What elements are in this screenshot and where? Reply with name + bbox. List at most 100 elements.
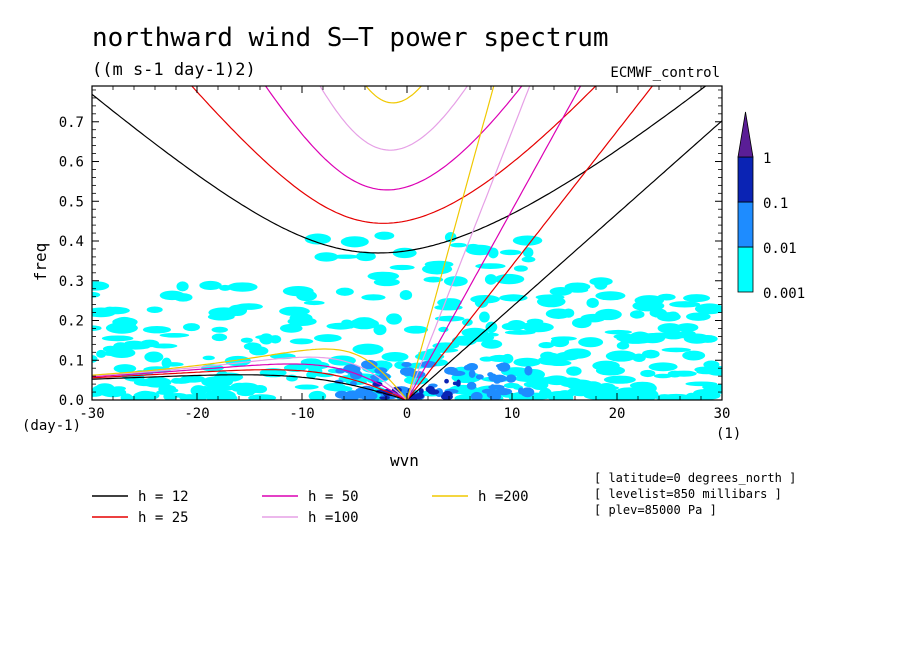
contour-blob-0.001	[513, 357, 541, 367]
contour-blob-0.001	[488, 354, 511, 363]
contour-blob-0.001	[92, 355, 98, 363]
contour-blob-0.001	[643, 350, 657, 358]
ig-curve-h50	[264, 86, 523, 191]
x-tick-label: -20	[184, 406, 209, 422]
contour-blob-0.001	[211, 333, 228, 342]
contour-blob-0.001	[374, 231, 395, 240]
contour-blob-0.001	[349, 318, 379, 330]
contour-blob-0.001	[326, 322, 355, 330]
contour-blob-0.001	[437, 298, 462, 307]
contour-blob-0.001	[279, 323, 303, 333]
contour-blob-0.001	[289, 313, 313, 324]
contour-blob-0.001	[653, 373, 673, 379]
contour-blob-0.001	[248, 394, 277, 400]
y-tick-label: 0.2	[59, 314, 84, 330]
contour-blob-0.001	[303, 300, 325, 306]
contour-blob-0.001	[521, 256, 536, 263]
contour-blob-0.001	[580, 313, 606, 323]
kelvin-curve-h12	[406, 120, 722, 400]
contour-blob-0.001	[101, 335, 134, 342]
contour-blob-0.001	[481, 339, 503, 349]
kelvin-curve-h50	[406, 86, 582, 400]
contour-blob-0.001	[230, 382, 249, 392]
contour-blob-0.001	[308, 390, 327, 400]
contour-blob-0.001	[616, 341, 630, 350]
contour-blob-0.001	[685, 392, 698, 400]
contour-blob-0.001	[259, 333, 274, 345]
contour-blob-0.001	[649, 308, 667, 318]
contour-blob-0.001	[146, 306, 163, 313]
contour-blob-0.001	[211, 326, 228, 333]
x-tick-label: 10	[504, 406, 521, 422]
contour-blob-0.001	[563, 348, 592, 359]
contour-blob-0.001	[167, 392, 187, 398]
contour-blob-0.001	[142, 326, 171, 334]
legend-label-h12: h = 12	[138, 489, 189, 505]
contour-blob-0.001	[199, 280, 222, 291]
contour-blob-0.001	[179, 375, 206, 383]
contour-blob-0.001	[386, 313, 402, 325]
axis-ticks: -30 -20 -10 0 10 20 30 0.0 0.1 0.2 0.3 0.4 0.5 0.6 0.7	[59, 86, 730, 422]
contour-blob-0.001	[550, 336, 577, 341]
contour-blob-0.001	[432, 342, 460, 350]
contour-blob-0.001	[214, 372, 244, 382]
contour-blob-0.001	[564, 282, 591, 292]
contour-blob-0.001	[644, 296, 662, 305]
contour-blob-0.001	[207, 313, 235, 321]
annotation-plev: [ plev=85000 Pa ]	[594, 503, 717, 517]
x-tick-label: -10	[289, 406, 314, 422]
contour-blob-0.1	[414, 393, 424, 400]
legend-label-h25: h = 25	[138, 510, 189, 526]
contour-blob-0.001	[499, 294, 528, 302]
contour-blob-0.001	[190, 385, 207, 397]
y-tick-label: 0.6	[59, 155, 84, 171]
contour-blob-0.001	[494, 273, 525, 285]
contour-blob-0.1	[418, 388, 424, 394]
contour-blob-0.001	[92, 325, 102, 332]
contour-blob-0.001	[304, 233, 331, 245]
contour-blob-0.001	[669, 301, 701, 308]
contour-blob-0.001	[595, 291, 626, 301]
contour-blob-0.001	[522, 247, 534, 258]
contour-blob-0.001	[450, 242, 467, 248]
legend-label-h50: h = 50	[308, 489, 359, 505]
contour-blob-0.001	[697, 334, 718, 343]
contour-blob-0.001	[586, 297, 599, 308]
legend: h = 12 h = 25 h = 50 h =100 h =200	[92, 489, 529, 526]
contour-blob-0.001	[629, 381, 655, 390]
kelvin-curve-h200	[406, 86, 495, 400]
contour-blob-0.01	[466, 381, 477, 390]
contour-blob-0.001	[162, 362, 184, 367]
contour-blob-0.01	[524, 365, 533, 376]
contour-blob-0.001	[512, 235, 543, 246]
contour-blob-0.01	[468, 369, 476, 378]
contour-blob-0.001	[661, 347, 692, 353]
rossby-curve-h25	[92, 369, 408, 400]
contour-blob-0.01	[419, 360, 437, 368]
contour-blob-0.001	[667, 370, 682, 378]
contour-blob-0.001	[282, 285, 314, 297]
contour-blob-0.001	[485, 321, 498, 333]
contour-blob-0.01	[466, 363, 478, 371]
y-tick-label: 0.1	[59, 353, 84, 369]
contour-blob-0.001	[434, 315, 465, 322]
contour-blob-0.001	[144, 351, 164, 363]
contour-blob-0.001	[96, 349, 107, 358]
contour-blob-0.01	[517, 387, 524, 395]
contour-blob-0.001	[314, 252, 339, 262]
contour-blob-0.001	[92, 281, 110, 291]
contour-blob-0.001	[226, 394, 238, 400]
contour-blob-0.001	[501, 322, 519, 331]
contour-blob-0.001	[100, 306, 130, 315]
contour-blob-0.001	[418, 350, 441, 356]
contour-blob-0.001	[94, 383, 115, 395]
y-tick-label: 0.7	[59, 115, 84, 131]
rossby-curve-h50	[92, 363, 408, 400]
contour-blob-0.001	[530, 379, 549, 390]
contour-blob-0.001	[227, 282, 258, 292]
contour-blob-0.1	[379, 396, 391, 400]
contour-blob-0.001	[546, 391, 572, 400]
contour-blob-0.001	[629, 310, 645, 319]
contour-blob-0.001	[660, 395, 691, 400]
